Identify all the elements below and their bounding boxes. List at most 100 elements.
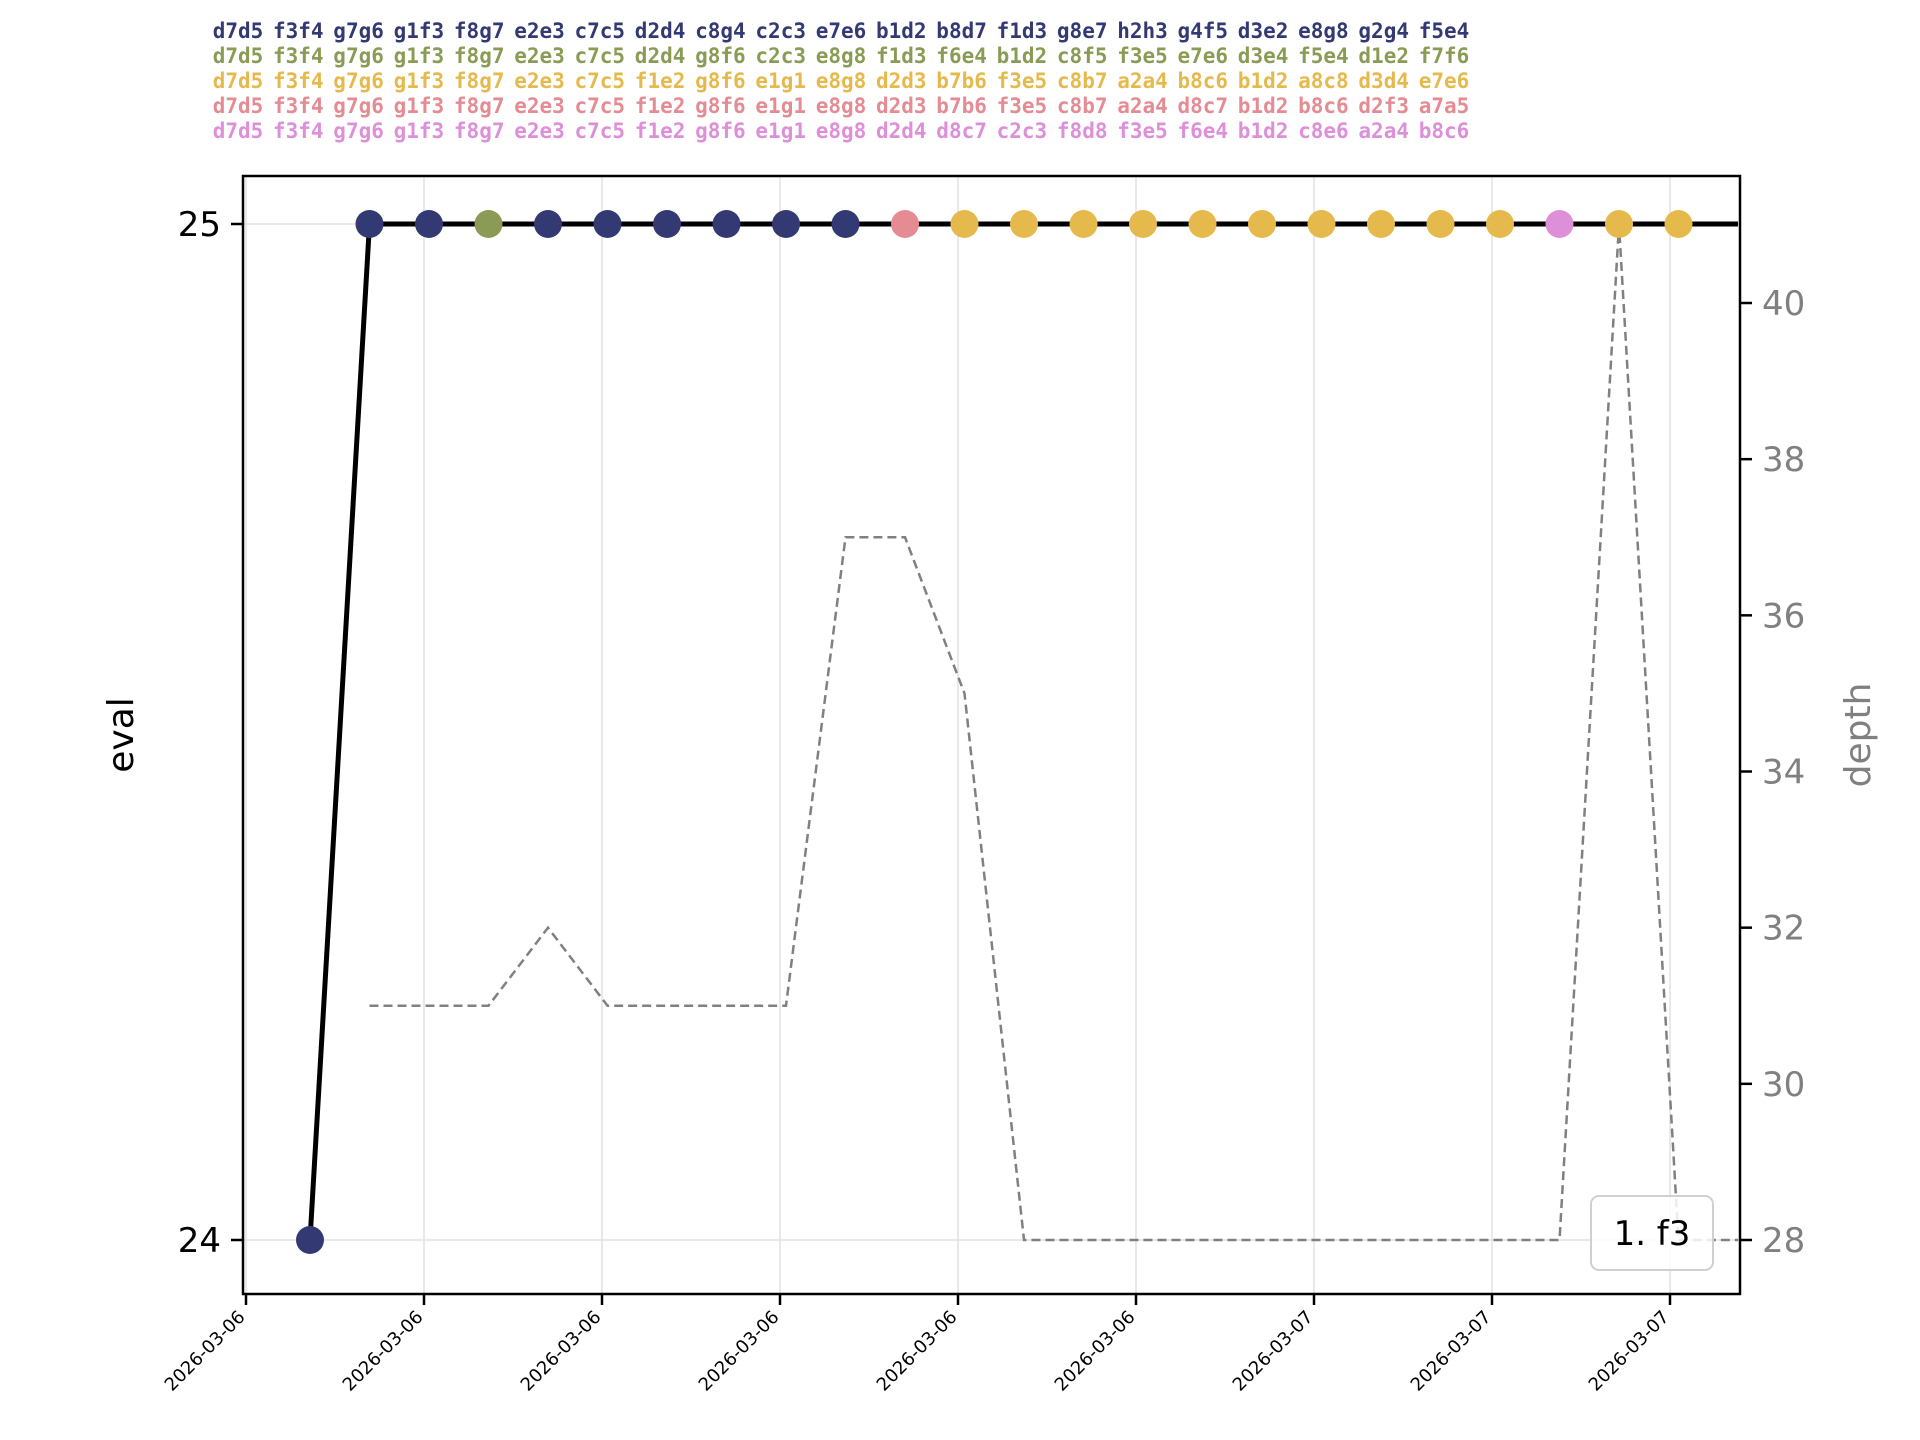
pv-move: c7c5: [575, 69, 626, 93]
pv-move: b1d2: [876, 19, 927, 43]
pv-move: g4f5: [1178, 19, 1229, 43]
x-tick-label: 2026-03-07: [1407, 1307, 1496, 1396]
pv-move: d1e2: [1358, 44, 1409, 68]
eval-point: [355, 210, 384, 238]
eval-point: [1367, 210, 1395, 238]
depth-series: [369, 224, 1738, 1242]
pv-move: e8g8: [816, 119, 867, 143]
pv-move: g7g6: [333, 44, 384, 68]
pv-move: d8c7: [1178, 94, 1229, 118]
pv-move: e7e6: [1178, 44, 1229, 68]
pv-move: a2a4: [1117, 69, 1168, 93]
pv-move: b8c6: [1178, 69, 1229, 93]
pv-move: g1f3: [394, 44, 445, 68]
x-tick-label: 2026-03-07: [1229, 1307, 1318, 1396]
pv-move: f8g7: [454, 19, 505, 43]
pv-move: d7d5: [213, 119, 264, 143]
pv-move: g7g6: [333, 19, 384, 43]
pv-move: e7e6: [816, 19, 867, 43]
pv-move: e2e3: [514, 94, 565, 118]
pv-move: f3e5: [997, 69, 1048, 93]
y2-tick-label: 28: [1762, 1221, 1805, 1261]
pv-move: d2d4: [635, 44, 686, 68]
pv-move: f5e4: [1419, 19, 1470, 43]
pv-move: e2e3: [514, 69, 565, 93]
x-tick-label: 2026-03-06: [695, 1307, 784, 1396]
eval-point: [1010, 210, 1038, 238]
pv-move: d7d5: [213, 19, 264, 43]
eval-point: [891, 210, 919, 238]
pv-move: e8g8: [816, 44, 867, 68]
pv-move: g7g6: [333, 119, 384, 143]
pv-move: d2d4: [876, 119, 927, 143]
pv-move: a7a5: [1419, 94, 1470, 118]
eval-point: [1307, 210, 1336, 238]
y2-tick-label: 40: [1762, 284, 1805, 324]
eval-point: [712, 210, 741, 238]
pv-move: e1g1: [755, 94, 806, 118]
x-tick-label: 2026-03-06: [339, 1307, 428, 1396]
pv-move: b1d2: [1238, 69, 1289, 93]
eval-point: [415, 210, 443, 238]
eval-point: [1545, 210, 1574, 238]
pv-move: b1d2: [1238, 119, 1289, 143]
pv-move: g8f6: [695, 44, 746, 68]
pv-move: f1e2: [635, 94, 686, 118]
pv-move: b8c6: [1298, 94, 1349, 118]
pv-move: g1f3: [394, 69, 445, 93]
pv-move: g8f6: [695, 94, 746, 118]
pv-move: f3f4: [273, 119, 324, 143]
eval-point: [1486, 210, 1514, 238]
pv-move: b8c6: [1419, 119, 1470, 143]
pv-move: c7c5: [575, 44, 626, 68]
grid: [243, 176, 1740, 1294]
pv-move: c8f5: [1057, 44, 1108, 68]
pv-move: d7d5: [213, 94, 264, 118]
eval-point: [1129, 210, 1157, 238]
pv-move: f3f4: [273, 94, 324, 118]
eval-point: [831, 210, 860, 238]
pv-move: a2a4: [1117, 94, 1168, 118]
eval-point: [653, 210, 681, 238]
x-tick-label: 2026-03-07: [1585, 1307, 1674, 1396]
pv-move: f5e4: [1298, 44, 1349, 68]
pv-move: e8g8: [1298, 19, 1349, 43]
pv-move: b1d2: [1238, 94, 1289, 118]
pv-move: c7c5: [575, 119, 626, 143]
pv-move: g1f3: [394, 19, 445, 43]
pv-move: d3d4: [1358, 69, 1409, 93]
y-tick-label: 24: [178, 1221, 221, 1261]
pv-move: d3e4: [1238, 44, 1289, 68]
pv-move: d3e2: [1238, 19, 1289, 43]
pv-move: g1f3: [394, 119, 445, 143]
legend: 1. f3: [1590, 1195, 1714, 1271]
pv-move: f3e5: [997, 94, 1048, 118]
pv-move: g7g6: [333, 69, 384, 93]
pv-move: d2d3: [876, 69, 927, 93]
eval-line: [307, 221, 1738, 1241]
pv-move: f1d3: [876, 44, 927, 68]
pv-move: f8g7: [454, 119, 505, 143]
y2-tick-label: 38: [1762, 440, 1805, 480]
pv-move: c7c5: [575, 19, 626, 43]
pv-move: e1g1: [755, 69, 806, 93]
pv-move: e2e3: [514, 44, 565, 68]
pv-move: b8d7: [936, 19, 987, 43]
eval-series: [296, 210, 1738, 1254]
pv-move: f1e2: [635, 119, 686, 143]
pv-move: h2h3: [1117, 19, 1168, 43]
pv-move: c2c3: [997, 119, 1048, 143]
pv-move: c2c3: [755, 19, 806, 43]
pv-move: f3f4: [273, 44, 324, 68]
y2-tick-label: 30: [1762, 1065, 1805, 1105]
eval-point: [1188, 210, 1217, 238]
eval-point: [1069, 210, 1098, 238]
eval-point: [474, 210, 503, 238]
pv-move: c8b7: [1057, 69, 1108, 93]
pv-move: e2e3: [514, 19, 565, 43]
plot-frame: [241, 174, 1742, 1296]
pv-move: g8f6: [695, 119, 746, 143]
pv-move: e7e6: [1419, 69, 1470, 93]
y2-tick-label: 36: [1762, 596, 1805, 636]
pv-move: f3f4: [273, 69, 324, 93]
